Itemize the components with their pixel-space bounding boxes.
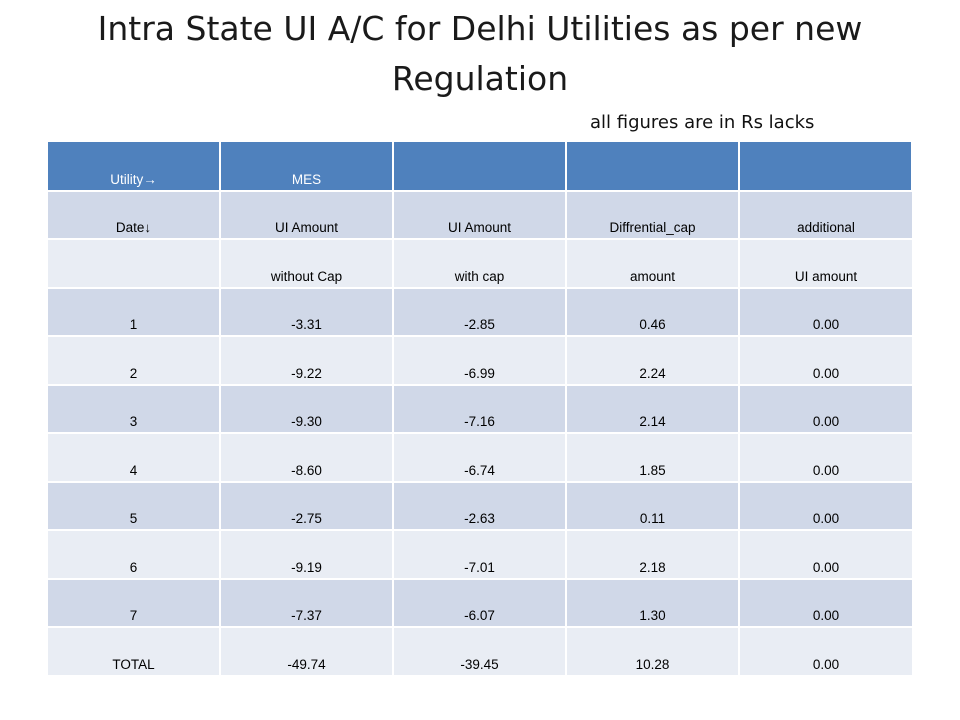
cell-ui-without-cap: -7.37 [220, 578, 394, 628]
total-ui-without-cap: -49.74 [220, 627, 394, 677]
header-utility: Utility→ [48, 142, 221, 192]
label-blank [48, 239, 221, 289]
label-diffrential-cap: Diffrential_cap [566, 190, 740, 240]
page-title: Intra State UI A/C for Delhi Utilities a… [97, 9, 863, 98]
cell-additional: 0.00 [739, 578, 912, 628]
cell-date: 1 [48, 287, 221, 337]
table-row: 4 -8.60 -6.74 1.85 0.00 [48, 433, 912, 483]
cell-ui-with-cap: -6.99 [393, 336, 567, 386]
cell-date: 3 [48, 384, 221, 434]
cell-additional: 0.00 [739, 384, 912, 434]
label-additional: additional [739, 190, 912, 240]
cell-additional: 0.00 [739, 481, 912, 531]
table-header-row: Utility→ MES [48, 142, 913, 192]
total-additional: 0.00 [739, 627, 912, 677]
label-without-cap: without Cap [220, 239, 394, 289]
header-mes: MES [220, 142, 394, 192]
column-label-row-1: Date↓ UI Amount UI Amount Diffrential_ca… [48, 190, 912, 240]
cell-date: 2 [48, 336, 221, 386]
cell-additional: 0.00 [739, 336, 912, 386]
cell-ui-with-cap: -2.63 [393, 481, 567, 531]
cell-date: 7 [48, 578, 221, 628]
cell-differential: 0.11 [566, 481, 740, 531]
cell-additional: 0.00 [739, 530, 912, 580]
label-ui-amount-1: UI Amount [220, 190, 394, 240]
cell-date: 5 [48, 481, 221, 531]
label-amount: amount [566, 239, 740, 289]
cell-differential: 2.24 [566, 336, 740, 386]
cell-ui-without-cap: -3.31 [220, 287, 394, 337]
cell-ui-without-cap: -9.19 [220, 530, 394, 580]
header-empty-4 [566, 142, 740, 192]
total-row: TOTAL -49.74 -39.45 10.28 0.00 [48, 627, 912, 677]
cell-ui-with-cap: -7.16 [393, 384, 567, 434]
label-ui-amount: UI amount [739, 239, 912, 289]
table-row: 2 -9.22 -6.99 2.24 0.00 [48, 336, 912, 386]
cell-differential: 1.30 [566, 578, 740, 628]
label-with-cap: with cap [393, 239, 567, 289]
cell-ui-with-cap: -6.74 [393, 433, 567, 483]
column-label-row-2: without Cap with cap amount UI amount [48, 239, 912, 289]
units-note: all figures are in Rs lacks [590, 112, 815, 133]
cell-ui-without-cap: -9.30 [220, 384, 394, 434]
cell-date: 6 [48, 530, 221, 580]
header-empty-3 [393, 142, 567, 192]
cell-ui-without-cap: -2.75 [220, 481, 394, 531]
cell-ui-without-cap: -8.60 [220, 433, 394, 483]
total-label: TOTAL [48, 627, 221, 677]
cell-differential: 2.18 [566, 530, 740, 580]
table-row: 3 -9.30 -7.16 2.14 0.00 [48, 384, 912, 434]
header-empty-5 [739, 142, 913, 192]
table-row: 5 -2.75 -2.63 0.11 0.00 [48, 481, 912, 531]
table-row: 1 -3.31 -2.85 0.46 0.00 [48, 287, 912, 337]
cell-ui-with-cap: -2.85 [393, 287, 567, 337]
ui-account-table: Utility→ MES Date↓ UI Amount UI Amount D… [48, 142, 913, 677]
total-ui-with-cap: -39.45 [393, 627, 567, 677]
cell-ui-with-cap: -7.01 [393, 530, 567, 580]
cell-additional: 0.00 [739, 433, 912, 483]
cell-differential: 1.85 [566, 433, 740, 483]
cell-ui-without-cap: -9.22 [220, 336, 394, 386]
table-row: 7 -7.37 -6.07 1.30 0.00 [48, 578, 912, 628]
total-differential: 10.28 [566, 627, 740, 677]
cell-differential: 0.46 [566, 287, 740, 337]
label-date: Date↓ [48, 190, 221, 240]
cell-additional: 0.00 [739, 287, 912, 337]
cell-differential: 2.14 [566, 384, 740, 434]
cell-date: 4 [48, 433, 221, 483]
cell-ui-with-cap: -6.07 [393, 578, 567, 628]
label-ui-amount-2: UI Amount [393, 190, 567, 240]
table-row: 6 -9.19 -7.01 2.18 0.00 [48, 530, 912, 580]
